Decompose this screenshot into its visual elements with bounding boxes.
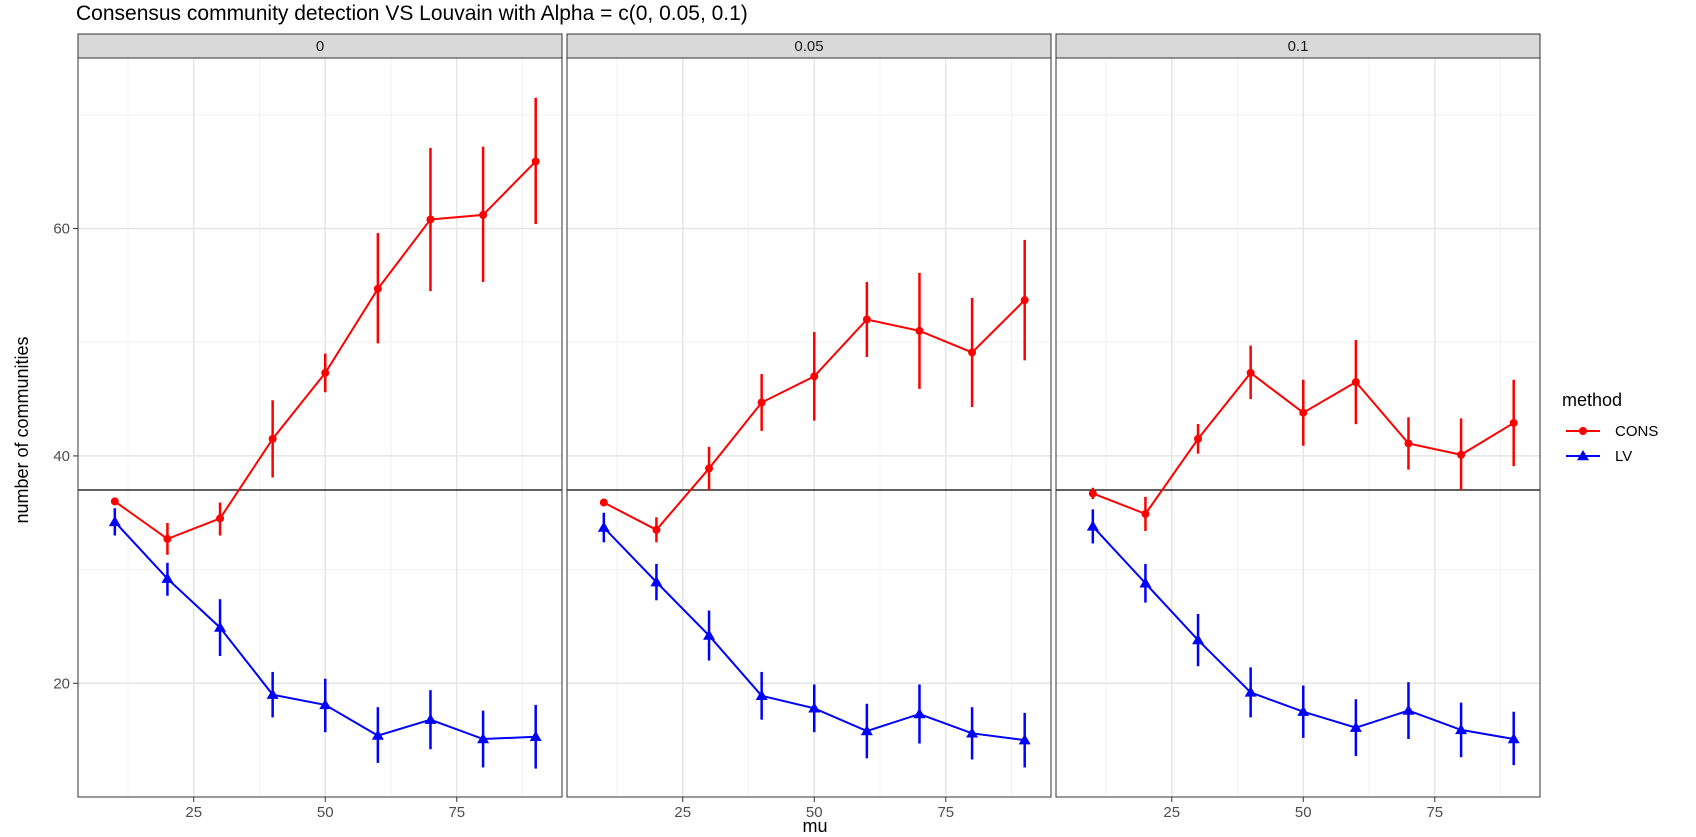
- data-point: [529, 730, 542, 741]
- panel-border: [77, 57, 563, 798]
- data-point: [1246, 368, 1255, 377]
- data-point: [597, 521, 610, 532]
- legend-key-marker: [1577, 450, 1589, 461]
- data-point: [373, 284, 382, 293]
- data-point: [1509, 418, 1518, 427]
- x-tick-label: 50: [1295, 804, 1312, 821]
- data-point: [424, 713, 437, 724]
- data-point: [755, 689, 768, 701]
- data-point: [1020, 296, 1029, 305]
- data-point: [1457, 450, 1466, 459]
- facet-strip-label: 0.1: [1288, 38, 1309, 55]
- data-point: [1192, 634, 1205, 645]
- data-point: [216, 514, 225, 523]
- axes: number of communities mu 20 40 60: [12, 221, 828, 836]
- data-point: [968, 348, 977, 357]
- data-point: [860, 725, 873, 736]
- data-point: [810, 372, 819, 381]
- data-point: [319, 698, 332, 710]
- series-cons: [1088, 339, 1518, 531]
- data-point: [266, 688, 279, 699]
- data-point: [599, 498, 608, 507]
- legend-title: method: [1562, 390, 1622, 410]
- x-tick-label: 75: [937, 804, 954, 821]
- data-point: [321, 368, 330, 377]
- x-tick-label: 75: [1426, 804, 1443, 821]
- panel-background: [567, 58, 1051, 797]
- legend-entry-lv: LV: [1566, 448, 1632, 465]
- series-cons: [110, 97, 540, 555]
- x-tick-label: 50: [806, 804, 823, 821]
- data-point: [161, 572, 174, 583]
- data-point: [1299, 408, 1308, 417]
- legend-entry-cons: CONS: [1566, 423, 1658, 440]
- data-point: [705, 464, 714, 473]
- series-lv: [1086, 509, 1520, 766]
- data-point: [1351, 378, 1360, 387]
- data-point: [1455, 723, 1468, 735]
- panel-border: [1055, 57, 1541, 798]
- x-tick-label: 50: [317, 804, 334, 821]
- data-point: [1194, 434, 1203, 443]
- data-point: [1244, 686, 1257, 697]
- data-point: [1139, 577, 1152, 588]
- facet-panel-0.05: 0.05 25 50 75: [566, 33, 1052, 821]
- data-point: [1088, 489, 1097, 498]
- data-point: [426, 215, 435, 224]
- data-point: [479, 210, 488, 219]
- data-point: [757, 398, 766, 407]
- data-point: [913, 708, 926, 719]
- data-point: [371, 729, 384, 740]
- series-lv: [108, 508, 542, 769]
- y-tick-label: 20: [53, 675, 70, 692]
- x-axis-title: mu: [802, 816, 827, 836]
- facet-panel-0.1: 0.1 25 50 75: [1055, 33, 1541, 821]
- data-point: [703, 629, 716, 640]
- facet-panels: 0 25 50 75 0.05 25 50 75 0.1 25 50 75: [77, 33, 1541, 821]
- data-point: [808, 702, 821, 713]
- panel-background: [1056, 58, 1540, 797]
- data-point: [650, 576, 663, 587]
- x-tick-label: 25: [674, 804, 691, 821]
- data-point: [966, 727, 979, 738]
- data-point: [652, 525, 661, 534]
- data-point: [163, 534, 172, 543]
- data-point: [110, 497, 119, 506]
- data-point: [268, 434, 277, 443]
- data-point: [1018, 734, 1031, 745]
- data-point: [1141, 509, 1150, 518]
- data-point: [1402, 704, 1415, 715]
- data-point: [1404, 439, 1413, 448]
- y-tick-label: 60: [53, 221, 70, 238]
- y-tick-label: 40: [53, 448, 70, 465]
- data-point: [1507, 733, 1520, 744]
- y-axis-title: number of communities: [12, 336, 32, 523]
- series-cons: [599, 239, 1029, 543]
- data-point: [108, 515, 121, 527]
- data-point: [531, 157, 540, 166]
- x-tick-label: 25: [1163, 804, 1180, 821]
- data-point: [1086, 520, 1099, 531]
- panel-background: [78, 58, 562, 797]
- facet-strip-label: 0.05: [794, 38, 823, 55]
- x-tick-label: 25: [185, 804, 202, 821]
- facet-panel-0: 0 25 50 75: [77, 33, 563, 821]
- legend: method CONS LV: [1562, 390, 1658, 465]
- data-point: [862, 315, 871, 324]
- legend-label: CONS: [1615, 423, 1658, 440]
- data-point: [477, 733, 490, 744]
- facet-strip-label: 0: [316, 38, 324, 55]
- facet-strip: [77, 33, 563, 59]
- chart-title: Consensus community detection VS Louvain…: [76, 2, 748, 25]
- legend-key-marker: [1579, 427, 1587, 435]
- data-point: [214, 621, 227, 632]
- x-tick-label: 75: [448, 804, 465, 821]
- data-point: [915, 326, 924, 335]
- panel-border: [566, 57, 1052, 798]
- data-point: [1349, 721, 1362, 732]
- series-lv: [597, 512, 1031, 768]
- legend-label: LV: [1615, 448, 1632, 465]
- data-point: [1297, 705, 1310, 716]
